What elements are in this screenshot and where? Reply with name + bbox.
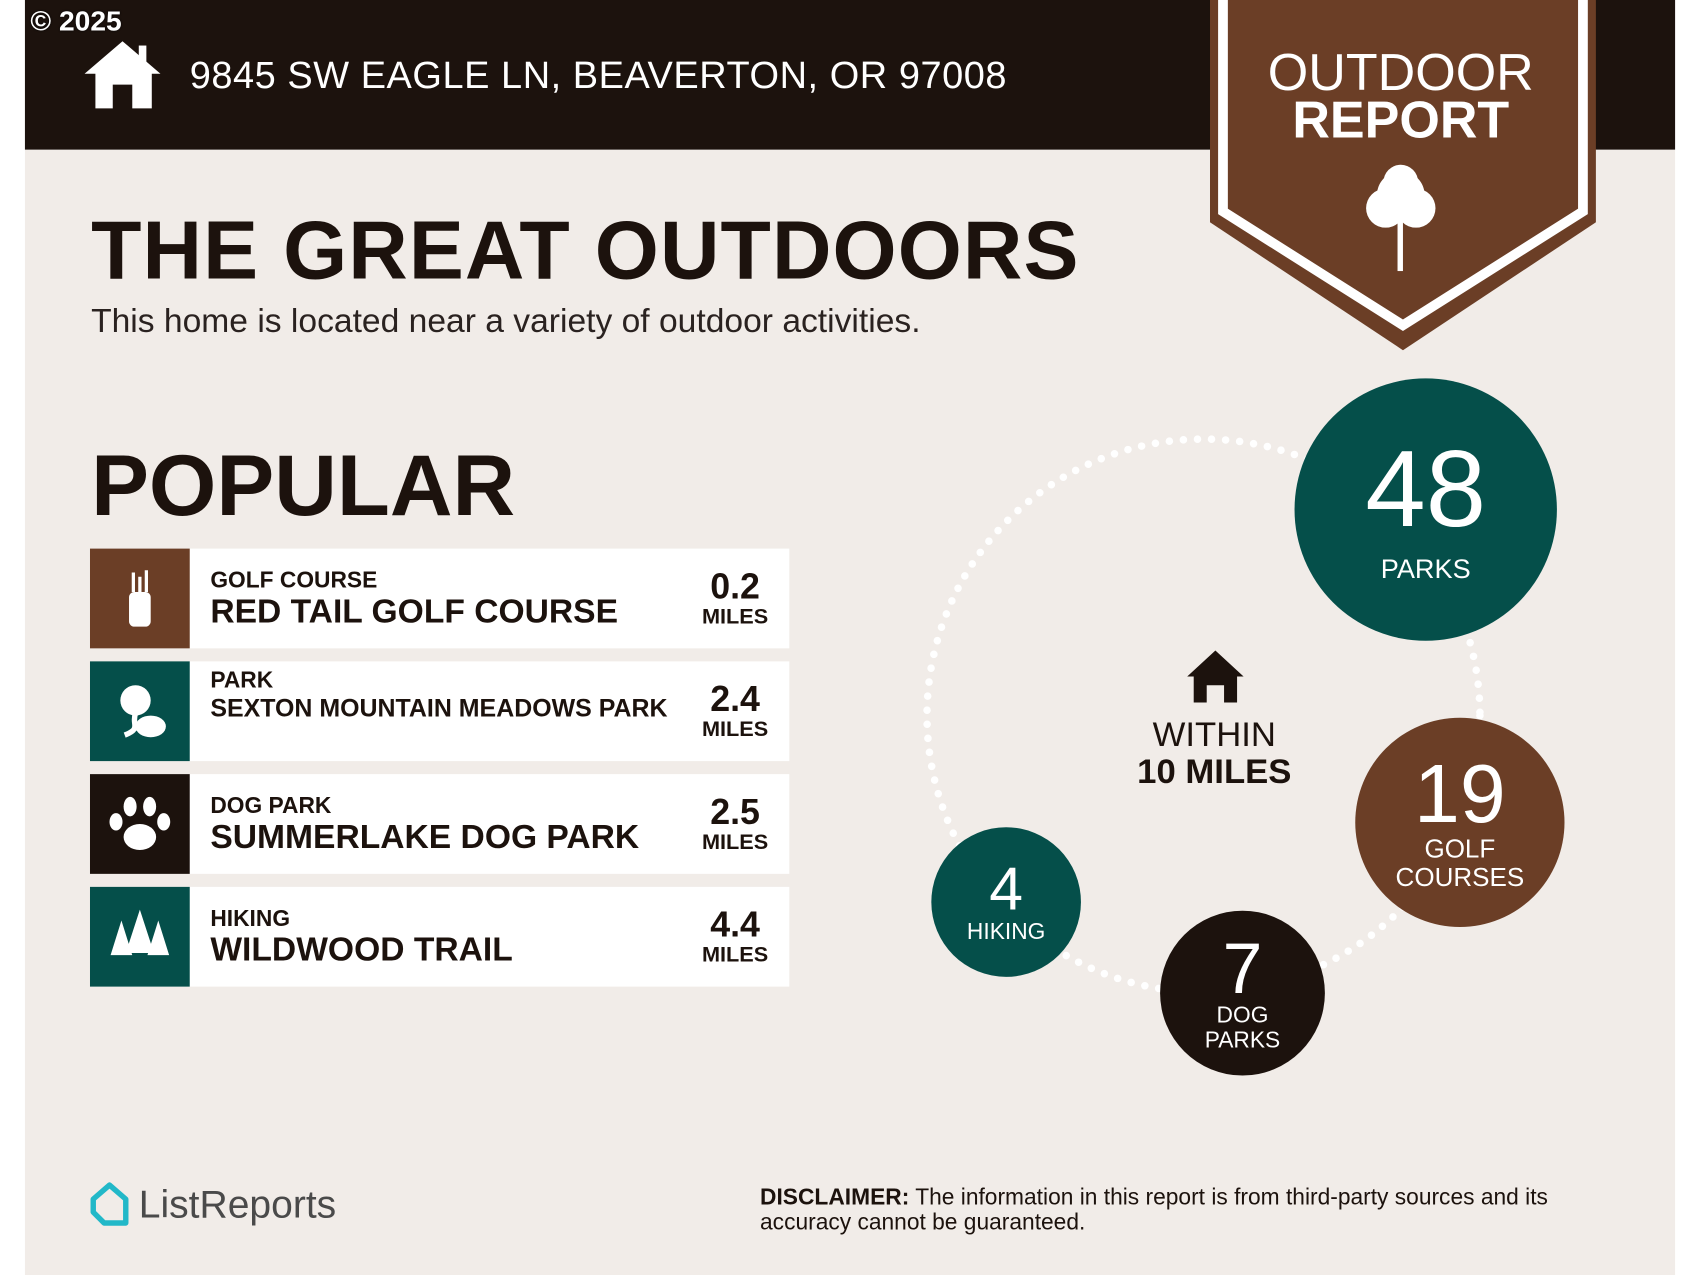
pine-trees-icon	[89, 886, 190, 987]
listreports-logo: ListReports	[89, 1182, 336, 1228]
outdoor-report-badge	[1209, 0, 1596, 351]
item-distance: 4.4	[710, 904, 760, 945]
park-icon	[89, 661, 190, 762]
parks-count-circle: 48 PARKS	[1294, 378, 1557, 641]
item-name: RED TAIL GOLF COURSE	[210, 591, 619, 630]
copyright: © 2025	[30, 4, 122, 37]
item-distance: 2.5	[710, 791, 760, 832]
list-item: DOG PARK SUMMERLAKE DOG PARK 2.5 MILES	[89, 774, 790, 874]
list-item: PARK SEXTON MOUNTAIN MEADOWS PARK 2.4 MILE…	[89, 661, 790, 762]
home-icon	[1187, 650, 1244, 703]
item-category: GOLF COURSE	[210, 568, 378, 594]
item-name: WILDWOOD TRAIL	[210, 930, 513, 969]
popular-heading: POPULAR	[91, 436, 516, 534]
item-category: DOG PARK	[210, 793, 332, 819]
dog-parks-count-circle: 7 DOG PARKS	[1160, 910, 1325, 1076]
within-label: WITHIN 10 MILES	[1137, 714, 1292, 791]
item-name: SEXTON MOUNTAIN MEADOWS PARK	[210, 693, 668, 723]
item-distance: 0.2	[710, 565, 760, 607]
item-distance: 2.4	[710, 678, 760, 719]
golf-bag-icon	[89, 548, 190, 649]
badge-title: OUTDOOR REPORT	[1267, 44, 1534, 150]
paw-icon	[89, 774, 190, 874]
item-category: PARK	[210, 667, 274, 693]
hiking-count-circle: 4 HIKING	[931, 827, 1081, 977]
property-address: 9845 SW EAGLE LN, BEAVERTON, OR 97008	[189, 54, 1008, 97]
list-item: GOLF COURSE RED TAIL GOLF COURSE 0.2 MILES	[89, 548, 790, 649]
list-item: HIKING WILDWOOD TRAIL 4.4 MILES	[89, 886, 790, 987]
golf-count-circle: 19 GOLF COURSES	[1355, 717, 1565, 927]
item-name: SUMMERLAKE DOG PARK	[210, 817, 640, 856]
page-title: THE GREAT OUTDOORS	[91, 204, 1080, 298]
item-unit: MILES	[701, 717, 769, 742]
disclaimer: DISCLAIMER: The information in this repo…	[760, 1185, 1548, 1235]
page-subtitle: This home is located near a variety of o…	[91, 301, 921, 340]
item-unit: MILES	[701, 943, 769, 968]
tree-icon	[1366, 164, 1436, 272]
item-unit: MILES	[701, 830, 769, 855]
home-icon	[84, 41, 161, 109]
item-category: HIKING	[210, 906, 291, 932]
item-unit: MILES	[701, 604, 769, 629]
